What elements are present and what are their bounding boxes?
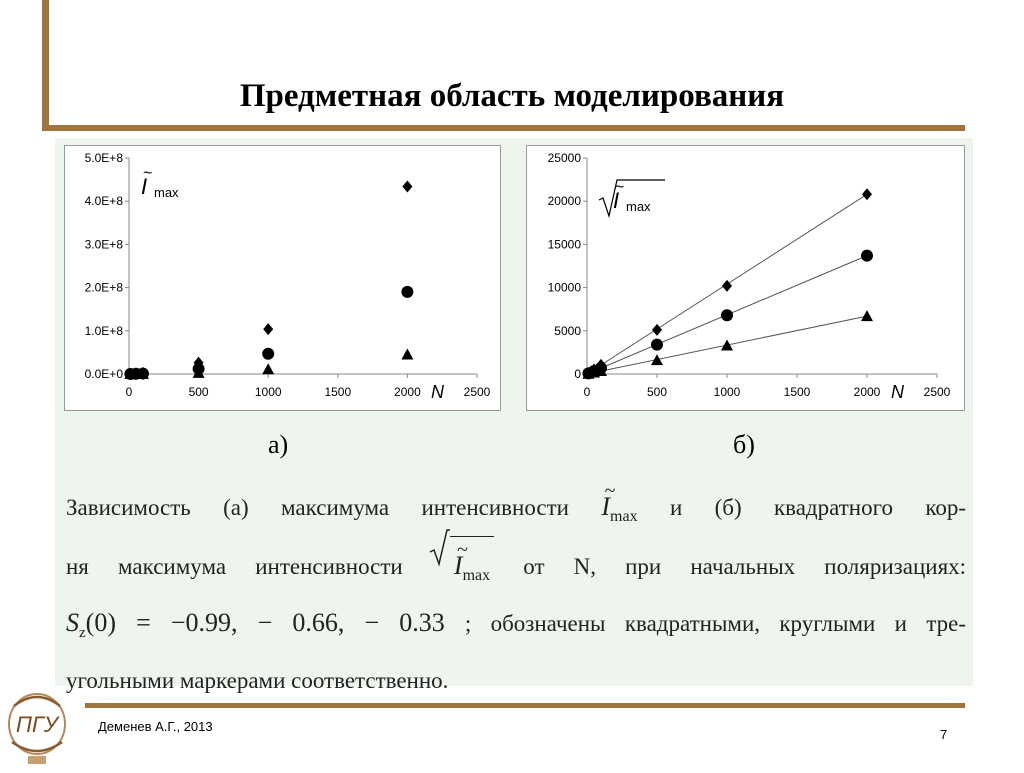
y-label-tilde: ~ (143, 165, 152, 182)
circle-marker (861, 249, 873, 262)
formula-args: (0) = −0.99, − 0.66, − 0.33 (85, 608, 445, 637)
y-tick-label: 3.0E+8 (85, 237, 124, 251)
diamond-marker (862, 188, 872, 201)
formula-s-sub: z (79, 625, 86, 642)
caption-line-4: угольными маркерами соответственно. (66, 668, 449, 693)
sqrt-icon (429, 529, 450, 567)
caption-text-2b: от N, при начальных поляризациях: (523, 554, 967, 579)
diamond-marker (263, 323, 274, 336)
y-tick-label: 0.0E+0 (85, 367, 124, 381)
y-tick-label: 10000 (548, 281, 582, 295)
y-tick-label: 2.0E+8 (85, 281, 124, 295)
x-tick-label: 2500 (924, 385, 951, 399)
y-tick-label: 15000 (548, 237, 582, 251)
university-logo: ПГУ (2, 686, 72, 768)
caption-text-2a: ня максимума интенсивности (66, 554, 403, 579)
y-tick-label: 1.0E+8 (85, 324, 124, 338)
y-axis-label: I~max (141, 165, 179, 200)
page-number: 7 (940, 727, 948, 742)
caption-line-3: Sz(0) = −0.99, − 0.66, − 0.33 ; обозначе… (66, 594, 966, 652)
chart-b: 0 500 1000 1500 2000 250005000100001500020000… (548, 151, 951, 402)
y-tick-label: 5000 (554, 324, 581, 338)
frame-left-bar (42, 0, 49, 130)
x-tick-label: 1000 (255, 385, 282, 399)
tilde-glyph-2: ~ (456, 539, 468, 561)
symbol-sub: max (610, 508, 638, 526)
sqrt-imax-symbol: ~ Imax (429, 529, 495, 605)
x-tick-label: 1000 (714, 385, 741, 399)
triangle-marker (262, 363, 275, 375)
x-tick-label: 0 (584, 385, 591, 399)
chart-a: 0 500 1000 1500 2000 2500 0.0E+0 1.0E+8 2.0E+8 3.… (85, 151, 491, 402)
caption-line-1: Зависимость (а) максимума интенсивности … (66, 478, 966, 536)
figure-caption: Зависимость (а) максимума интенсивности … (66, 478, 966, 710)
y-tick-label: 5.0E+8 (85, 151, 124, 165)
x-axis-label: N (431, 382, 445, 402)
x-tick-label: 500 (647, 385, 667, 399)
circle-marker (262, 347, 275, 360)
diamond-marker (402, 180, 413, 193)
x-tick-label: 0 (126, 385, 133, 399)
triangle-marker (136, 367, 149, 379)
formula-s: S (66, 608, 79, 637)
triangle-marker (861, 310, 873, 322)
chart-b-plot-frame: 0 500 1000 1500 2000 2500 0 5000 10000 15000 20000… (526, 145, 965, 411)
diamond-marker (722, 279, 732, 292)
chart-a-plot-frame: 0 500 1000 1500 2000 2500 0.0E+0 1.0E+8 2.0E+8 3.… (64, 145, 501, 411)
triangle-marker (721, 339, 733, 351)
y-label-i: I (613, 188, 619, 213)
footer-line (85, 703, 965, 708)
x-tick-label: 2000 (394, 385, 421, 399)
x-tick-label: 2500 (464, 385, 491, 399)
caption-text-1a: Зависимость (а) максимума интенсивности (66, 495, 569, 520)
caption-text-1b: и (б) квадратного кор- (669, 495, 966, 520)
slide-title: Предметная область моделирования (239, 78, 785, 114)
triangle-marker (651, 354, 663, 366)
sublabel-b: б) (733, 430, 755, 459)
y-axis-label: I~max (598, 179, 665, 219)
y-tick-label: 20000 (548, 194, 582, 208)
caption-line-2: ня максимума интенсивности ~ Imax от N, п… (66, 529, 967, 594)
triangle-marker (595, 365, 607, 377)
y-label-tilde: ~ (615, 179, 624, 196)
x-tick-label: 1500 (784, 385, 811, 399)
circle-marker (721, 309, 733, 322)
symbol-sub-2: max (462, 567, 491, 585)
y-label-i: I (141, 174, 147, 199)
y-label-sub: max (154, 185, 179, 200)
x-axis-label: N (891, 382, 905, 402)
y-tick-label: 4.0E+8 (85, 194, 124, 208)
circle-marker (651, 338, 663, 351)
symbol-i-2: I (453, 551, 463, 580)
caption-text-3: ; обозначены квадратными, круглыми и тре… (464, 611, 967, 636)
triangle-marker (401, 348, 414, 360)
title-underline (42, 125, 965, 131)
imax-symbol-1: ~ Imax (601, 478, 637, 546)
author-credit: Деменев А.Г., 2013 (98, 719, 213, 734)
sublabel-a: а) (268, 430, 289, 459)
x-tick-label: 2000 (854, 385, 881, 399)
tilde-glyph: ~ (604, 480, 616, 502)
x-tick-label: 500 (189, 385, 209, 399)
formula-sz: Sz(0) = −0.99, − 0.66, − 0.33 (66, 608, 465, 641)
triangle-marker (192, 366, 205, 378)
y-label-sub: max (626, 199, 651, 214)
logo-text: ПГУ (16, 712, 60, 737)
y-tick-label: 25000 (548, 151, 582, 165)
y-tick-label: 0 (574, 367, 581, 381)
symbol-i: I (601, 492, 611, 521)
x-tick-label: 1500 (324, 385, 351, 399)
circle-marker (401, 285, 414, 298)
diamond-marker (652, 323, 662, 336)
sqrt-sign (598, 179, 665, 219)
